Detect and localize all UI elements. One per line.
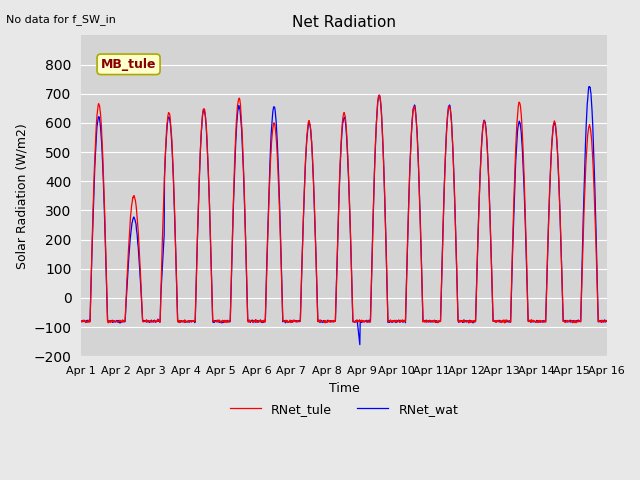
Text: No data for f_SW_in: No data for f_SW_in (6, 14, 116, 25)
RNet_tule (603, 318, 611, 324)
RNet_tule (77, 318, 85, 324)
RNet_tule (426, 319, 433, 324)
Legend: RNet_tule, RNet_wat: RNet_tule, RNet_wat (225, 398, 463, 420)
Y-axis label: Solar Radiation (W/m2): Solar Radiation (W/m2) (15, 123, 28, 269)
RNet_wat (195, 213, 202, 218)
RNet_wat (585, 84, 593, 89)
RNet_wat (426, 318, 433, 324)
Line: RNet_tule: RNet_tule (81, 95, 607, 323)
RNet_tule (253, 319, 260, 325)
Line: RNet_wat: RNet_wat (81, 86, 607, 345)
RNet_wat (603, 318, 611, 324)
RNet_wat (77, 318, 85, 324)
Text: MB_tule: MB_tule (101, 58, 156, 71)
RNet_wat (182, 319, 189, 325)
RNet_tule (375, 92, 383, 98)
RNet_wat (253, 319, 260, 324)
RNet_tule (195, 212, 202, 217)
RNet_tule (541, 318, 548, 324)
RNet_tule (465, 320, 472, 326)
RNet_wat (356, 342, 364, 348)
RNet_wat (541, 318, 548, 324)
RNet_wat (494, 319, 502, 324)
RNet_tule (495, 318, 502, 324)
X-axis label: Time: Time (328, 382, 359, 395)
RNet_tule (182, 320, 189, 325)
Title: Net Radiation: Net Radiation (292, 15, 396, 30)
